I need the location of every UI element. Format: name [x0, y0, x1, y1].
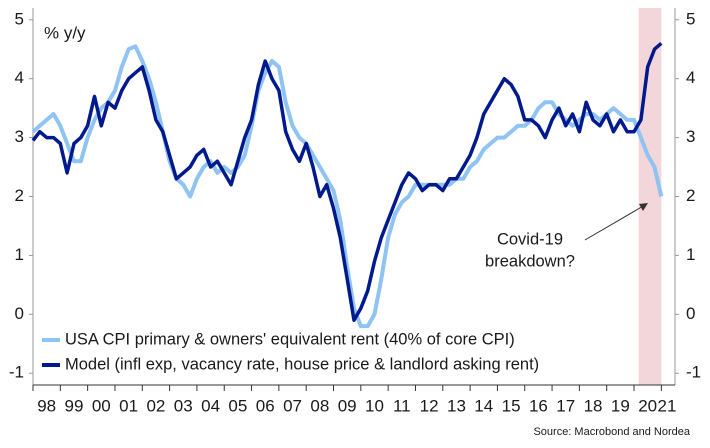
annotation-arrowhead: [639, 203, 648, 211]
y2-tick-label: -1: [686, 363, 701, 382]
y2-tick-label: 3: [686, 127, 695, 146]
legend-label: Model (infl exp, vacancy rate, house pri…: [65, 355, 539, 373]
x-tick-label: 14: [474, 396, 493, 415]
x-tick-label: 98: [37, 396, 56, 415]
x-tick-label: 15: [502, 396, 521, 415]
x-tick-label: 10: [365, 396, 384, 415]
y-tick-label: 1: [15, 245, 24, 264]
x-tick-label: 00: [92, 396, 111, 415]
x-tick-label: 06: [256, 396, 275, 415]
legend-background: [38, 329, 598, 351]
x-tick-label: 03: [174, 396, 193, 415]
x-tick-label: 11: [393, 396, 411, 415]
y-tick-label: 4: [15, 68, 24, 87]
x-tick-label: 21: [658, 396, 677, 415]
y-tick-label: 5: [15, 9, 24, 28]
x-tick-label: 18: [584, 396, 603, 415]
legend-background: [38, 354, 598, 376]
x-tick-label: 09: [338, 396, 357, 415]
y-tick-label: 0: [15, 304, 24, 323]
x-tick-label: 08: [310, 396, 329, 415]
y2-tick-label: 5: [686, 9, 695, 28]
y2-tick-label: 2: [686, 186, 695, 205]
x-tick-label: 20: [638, 396, 657, 415]
y-tick-label: 3: [15, 127, 24, 146]
x-tick-label: 02: [146, 396, 165, 415]
annotation: Covid-19: [497, 230, 563, 248]
y-tick-label: -1: [9, 363, 24, 382]
x-tick-label: 99: [65, 396, 84, 415]
annotation: breakdown?: [485, 252, 575, 270]
x-tick-label: 04: [201, 396, 220, 415]
annotation-arrow: [584, 204, 646, 241]
y-axis-label: % y/y: [44, 23, 86, 42]
x-tick-label: 05: [228, 396, 247, 415]
y2-tick-label: 1: [686, 245, 695, 264]
x-tick-label: 19: [611, 396, 630, 415]
x-tick-label: 16: [529, 396, 548, 415]
x-tick-label: 01: [119, 396, 138, 415]
y2-tick-label: 4: [686, 68, 695, 87]
series-line: [31, 41, 663, 322]
x-tick-label: 12: [420, 396, 439, 415]
y2-tick-label: 0: [686, 304, 695, 323]
x-tick-label: 17: [556, 396, 575, 415]
x-tick-label: 13: [447, 396, 466, 415]
source: Source: Macrobond and Nordea: [533, 426, 690, 438]
x-tick-label: 07: [283, 396, 302, 415]
legend-label: USA CPI primary & owners' equivalent ren…: [65, 330, 515, 348]
y-tick-label: 2: [15, 186, 24, 205]
